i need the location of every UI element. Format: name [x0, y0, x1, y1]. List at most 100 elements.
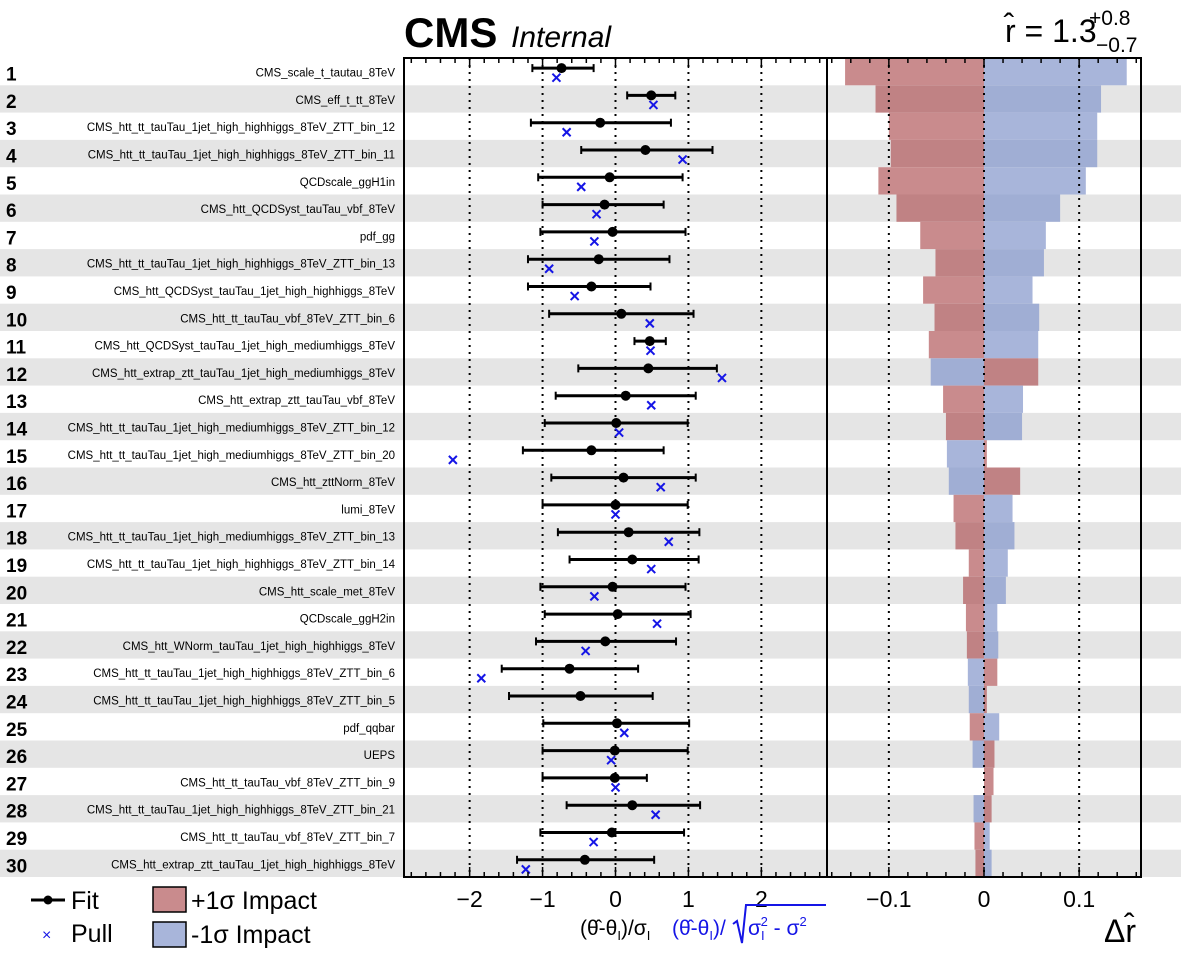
minus-impact-bar: [984, 631, 999, 659]
row-rank: 22: [6, 638, 27, 659]
parameter-name: CMS_htt_tt_tauTau_vbf_8TeV_ZTT_bin_6: [180, 313, 395, 325]
plus-impact-bar: [928, 331, 984, 359]
legend-plus-impact-swatch: [152, 886, 187, 913]
minus-impact-bar: [984, 303, 1040, 331]
plus-impact-bar: [984, 795, 992, 823]
parameter-name: CMS_scale_t_tautau_8TeV: [256, 68, 396, 80]
row-rank: 23: [6, 665, 27, 686]
plus-impact-bar: [888, 112, 984, 140]
row-labels: 1 CMS_scale_t_tautau_8TeV 2 CMS_eff_t_tt_8T…: [6, 65, 396, 878]
row-rank: 18: [6, 529, 27, 550]
result-label: r̂ = 1.3: [1003, 12, 1097, 49]
parameter-name: CMS_htt_tt_tauTau_1jet_high_mediumhiggs_…: [68, 450, 395, 462]
pull-marker: [652, 618, 662, 629]
pull-marker: [648, 100, 659, 110]
pull-marker: [476, 673, 487, 683]
pull-marker-stroke: [652, 618, 662, 629]
pull-axis-label-black: (θ̂-θI)/σI: [580, 917, 650, 943]
parameter-name: CMS_htt_scale_met_8TeV: [259, 586, 395, 598]
pull-marker: [580, 646, 591, 656]
parameter-name: CMS_htt_tt_tauTau_vbf_8TeV_ZTT_bin_9: [180, 777, 395, 789]
pull-tick-label: 1: [682, 886, 695, 912]
plus-impact-bar: [984, 658, 998, 686]
legend-plus-impact-label: +1σ Impact: [191, 887, 317, 915]
impact-tick-label: −0.1: [866, 886, 911, 912]
pull-marker-stroke: [589, 236, 600, 247]
minus-impact-bar: [984, 221, 1046, 250]
minus-impact-bar: [984, 522, 1015, 550]
fit-marker: [611, 718, 622, 729]
pull-marker-stroke: [569, 291, 580, 301]
fit-marker: [593, 254, 604, 265]
row-rank: 2: [6, 92, 17, 113]
pull-marker: [619, 728, 629, 738]
pull-marker-stroke: [591, 209, 602, 219]
fit-marker: [600, 636, 611, 647]
impact-axis-label: Δr̂: [1104, 912, 1136, 949]
fit-marker: [604, 172, 615, 183]
parameter-name: CMS_htt_tt_tauTau_1jet_high_highhiggs_8T…: [88, 149, 395, 161]
fit-marker: [575, 691, 586, 702]
pull-marker-stroke: [448, 455, 458, 465]
plus-impact-bar: [984, 467, 1021, 495]
plus-impact-bar: [984, 358, 1039, 386]
pull-marker-stroke: [610, 782, 621, 793]
impact-tick-label: 0: [978, 886, 991, 912]
row-rank: 13: [6, 392, 27, 413]
minus-impact-bar: [984, 58, 1127, 86]
pull-marker: [551, 72, 562, 83]
parameter-name: CMS_htt_tt_tauTau_1jet_high_mediumhiggs_…: [68, 532, 395, 544]
row-rank: 1: [6, 65, 17, 86]
pull-marker: [610, 509, 621, 520]
parameter-name: CMS_htt_tt_tauTau_1jet_high_mediumhiggs_…: [68, 422, 395, 434]
pull-marker-stroke: [656, 482, 666, 492]
row-rank: 26: [6, 747, 27, 768]
pull-marker: [646, 400, 656, 410]
plus-impact-bar: [890, 139, 984, 168]
parameter-name: CMS_htt_zttNorm_8TeV: [271, 477, 395, 489]
row-rank: 29: [6, 829, 27, 850]
fit-markers: [500, 63, 718, 865]
row-rank: 28: [6, 802, 27, 823]
plus-impact-bar: [965, 604, 984, 632]
minus-impact-bar: [972, 740, 984, 768]
minus-impact-bar: [973, 795, 984, 823]
row-rank: 16: [6, 474, 27, 495]
chart-title: CMS: [404, 9, 497, 56]
row-stripe: [0, 740, 1181, 768]
pull-markers: [448, 72, 727, 875]
pull-axis-label-sqrt-content: σI2 - σ2: [748, 914, 807, 943]
pull-marker: [589, 591, 600, 602]
plus-impact-bar: [935, 249, 984, 277]
fit-marker: [595, 117, 606, 128]
row-rank: 3: [6, 119, 17, 140]
parameter-name: CMS_htt_extrap_ztt_tauTau_1jet_high_medi…: [92, 368, 395, 380]
fit-marker: [609, 745, 620, 756]
fit-marker: [599, 199, 610, 210]
minus-impact-bar: [984, 194, 1061, 222]
row-rank: 24: [6, 692, 28, 713]
parameter-name: QCDscale_ggH2in: [300, 614, 395, 626]
plus-impact-bar: [969, 713, 984, 741]
pull-marker: [589, 236, 600, 247]
pull-axis-label: (θ̂-θI)/σI (θ̂-θI)/ σI2 - σ2: [580, 904, 826, 944]
plus-impact-bar: [845, 58, 984, 86]
row-rank: 5: [6, 174, 17, 195]
pull-marker-stroke: [561, 127, 572, 137]
minus-impact-bar: [984, 822, 990, 850]
fit-marker: [616, 308, 627, 319]
parameter-name: CMS_htt_tt_tauTau_1jet_high_highhiggs_8T…: [87, 805, 395, 817]
row-rank: 25: [6, 720, 28, 741]
pull-marker: [645, 318, 655, 329]
pull-marker-stroke: [645, 345, 656, 356]
fit-marker: [640, 145, 651, 156]
row-rank: 19: [6, 556, 27, 577]
fit-marker: [579, 854, 590, 865]
pull-marker: [664, 537, 674, 547]
pull-marker-stroke: [544, 264, 554, 274]
pull-tick-label: 0: [609, 886, 622, 912]
pull-tick-label: −1: [529, 886, 555, 912]
parameter-name: CMS_htt_tt_tauTau_1jet_high_highhiggs_8T…: [87, 122, 395, 134]
pull-marker-stroke: [646, 400, 656, 410]
